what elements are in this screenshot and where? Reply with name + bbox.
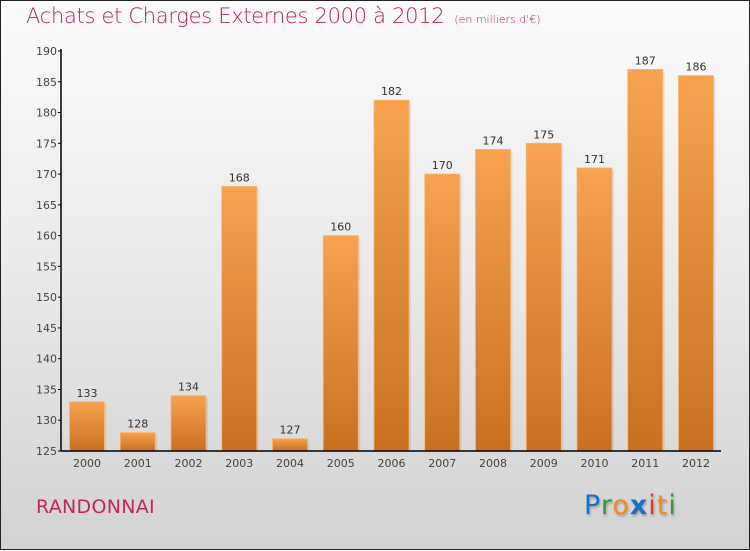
x-tick-label-2003: 2003: [225, 457, 253, 470]
value-label-2003: 168: [229, 171, 250, 184]
value-label-2007: 170: [432, 159, 453, 172]
y-tick-label-155: 155: [36, 260, 57, 273]
logo-letter: t: [656, 490, 669, 521]
x-tick-label-2011: 2011: [631, 457, 659, 470]
logo-letter: P: [584, 490, 601, 521]
x-tick-label-2010: 2010: [581, 457, 609, 470]
value-label-2011: 187: [635, 54, 656, 67]
x-tick-label-2002: 2002: [175, 457, 203, 470]
bar-2001: [119, 432, 156, 452]
bar-2004: [272, 438, 308, 452]
value-label-2000: 133: [77, 387, 98, 400]
value-label-2012: 186: [686, 61, 707, 74]
y-tick-label-165: 165: [36, 199, 57, 212]
logo-letter: r: [600, 490, 613, 521]
y-tick-label-150: 150: [36, 291, 57, 304]
x-tick-label-2012: 2012: [682, 457, 710, 470]
value-label-2006: 182: [381, 85, 402, 98]
chart-title: Achats et Charges Externes 2000 à 2012 (e…: [26, 4, 541, 28]
value-label-2005: 160: [330, 221, 351, 234]
x-tick-label-2009: 2009: [530, 457, 558, 470]
bar-2005: [322, 235, 359, 452]
x-tick-label-2000: 2000: [73, 457, 101, 470]
bar-2008: [475, 149, 511, 452]
place-name: RANDONNAI: [36, 496, 155, 518]
logo-letter: i: [648, 490, 657, 521]
y-tick-label-170: 170: [36, 168, 57, 181]
logo-letter: o: [612, 490, 630, 521]
value-label-2002: 134: [178, 381, 199, 394]
value-label-2001: 128: [127, 418, 148, 431]
bar-2000: [69, 401, 105, 452]
x-tick-label-2005: 2005: [327, 457, 355, 470]
bar-2009: [525, 142, 562, 452]
y-tick-label-125: 125: [36, 445, 57, 458]
proxiti-logo: Proxiti: [584, 490, 677, 521]
x-tick-label-2008: 2008: [479, 457, 507, 470]
y-tick-label-130: 130: [36, 414, 57, 427]
bar-2012: [678, 75, 714, 452]
x-tick-label-2004: 2004: [276, 457, 304, 470]
y-tick-label-160: 160: [36, 230, 57, 243]
x-tick-label-2001: 2001: [124, 457, 152, 470]
y-tick-label-145: 145: [36, 322, 57, 335]
y-tick-label-185: 185: [36, 76, 57, 89]
bars-group: 133 128 134 168 127 160 182 170 174 175 171 187 186: [69, 54, 716, 452]
bar-2003: [221, 185, 258, 452]
y-tick-label-175: 175: [36, 137, 57, 150]
y-tick-label-180: 180: [36, 107, 57, 120]
bar-2006: [373, 99, 410, 452]
y-tick-label-190: 190: [36, 45, 57, 58]
x-axis: 2000 2001 2002 2003 2004 2005 2006 2007 2008 2009…: [61, 450, 721, 470]
bar-2011: [627, 69, 664, 452]
bar-2010: [576, 167, 613, 452]
x-tick-label-2006: 2006: [378, 457, 406, 470]
value-label-2004: 127: [280, 424, 301, 437]
bar-2007: [424, 173, 461, 452]
y-tick-label-140: 140: [36, 353, 57, 366]
bar-2002: [170, 395, 207, 452]
logo-letter: x: [629, 490, 649, 521]
value-label-2010: 171: [584, 153, 605, 166]
value-label-2008: 174: [483, 134, 504, 147]
value-label-2009: 175: [533, 128, 554, 141]
y-axis: 125 130 135 140 145 150 155 160 165 170 175 180 185 1…: [36, 45, 62, 458]
x-tick-label-2007: 2007: [428, 457, 456, 470]
y-tick-label-135: 135: [36, 383, 57, 396]
chart-title-text: Achats et Charges Externes 2000 à 2012: [26, 4, 445, 28]
chart-subtitle: (en milliers d'€): [454, 13, 541, 26]
logo-letter: i: [668, 490, 677, 521]
